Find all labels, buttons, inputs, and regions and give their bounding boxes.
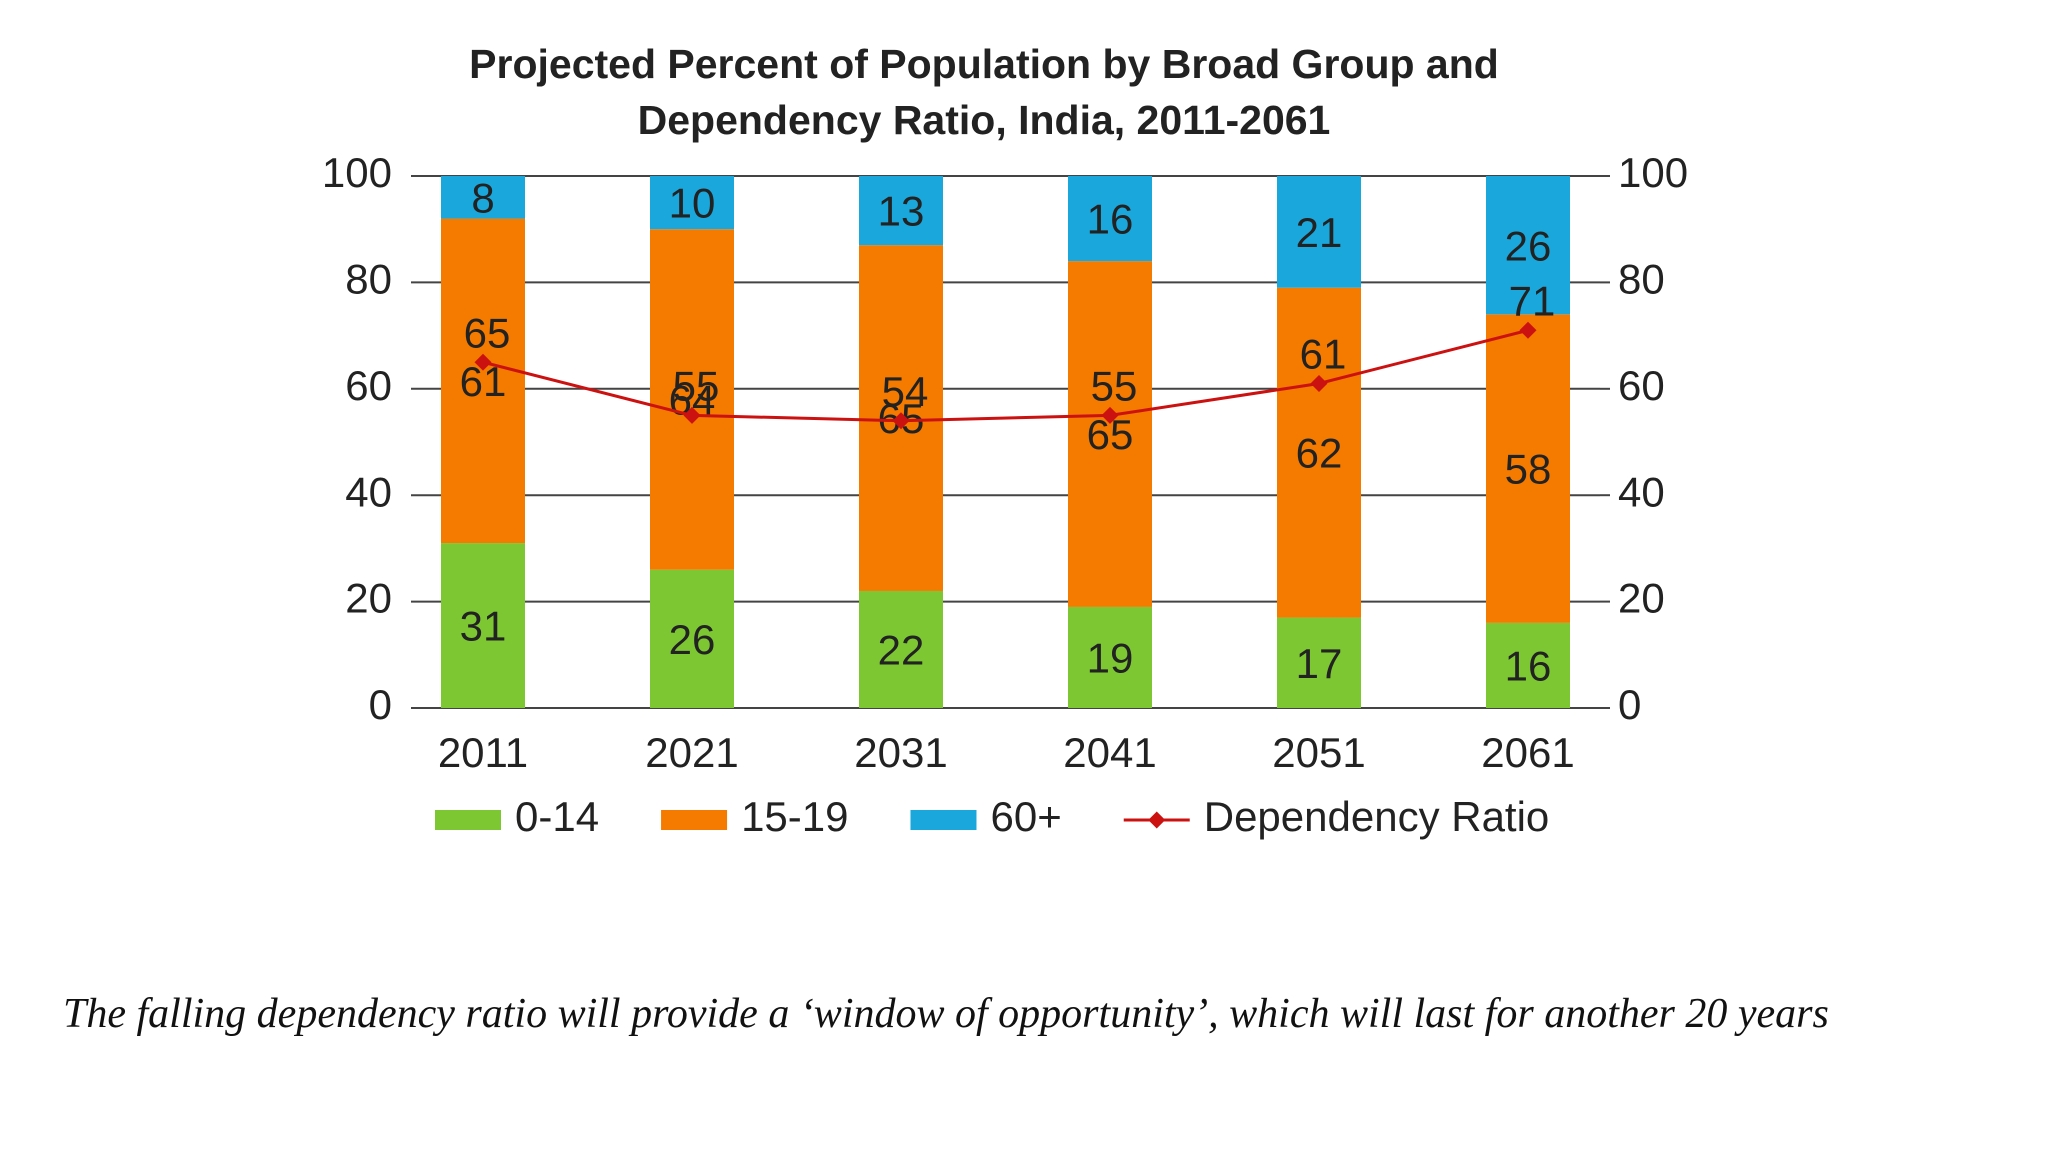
caption: The falling dependency ratio will provid… xyxy=(63,991,1829,1037)
y-tick-label: 100 xyxy=(322,149,392,196)
y2-tick-label: 60 xyxy=(1618,362,1665,409)
bar-segment xyxy=(1068,606,1152,708)
value-label: 16 xyxy=(1505,643,1552,690)
bar-segment xyxy=(1277,287,1361,618)
value-label: 16 xyxy=(1087,196,1134,243)
legend-label: Dependency Ratio xyxy=(1204,793,1550,840)
line-value-label: 71 xyxy=(1509,277,1556,324)
line-marker xyxy=(892,412,910,430)
value-label: 17 xyxy=(1296,640,1343,687)
bar-segment xyxy=(1486,176,1570,315)
bar-segment xyxy=(650,229,734,570)
legend-swatch xyxy=(661,810,728,830)
y-tick-label: 80 xyxy=(345,255,392,302)
line-value-label: 54 xyxy=(882,368,929,415)
y2-tick-label: 80 xyxy=(1618,255,1665,302)
y2-tick-label: 100 xyxy=(1618,149,1688,196)
value-label: 19 xyxy=(1087,635,1134,682)
line-value-label: 61 xyxy=(1300,331,1347,378)
bar-segment xyxy=(859,590,943,708)
line-marker xyxy=(683,406,701,424)
value-label: 8 xyxy=(471,174,494,221)
bar-segment xyxy=(441,176,525,219)
y-tick-label: 40 xyxy=(345,468,392,515)
value-label: 26 xyxy=(669,616,716,663)
legend-label: 60+ xyxy=(990,793,1061,840)
line xyxy=(482,328,1529,423)
legend-swatch xyxy=(435,810,501,830)
y-tick-label: 20 xyxy=(345,575,392,622)
legend-swatch xyxy=(1148,811,1166,829)
value-label: 13 xyxy=(878,188,925,235)
value-label: 10 xyxy=(669,180,716,227)
x-tick-label: 2021 xyxy=(645,729,738,776)
legend-label: 0-14 xyxy=(515,793,599,840)
x-tick-label: 2011 xyxy=(438,729,528,776)
value-label: 26 xyxy=(1505,222,1552,269)
y-tick-label: 60 xyxy=(345,362,392,409)
bar-segment xyxy=(1277,617,1361,708)
value-label: 22 xyxy=(878,627,925,674)
bar-segment xyxy=(650,176,734,230)
bar-segment xyxy=(441,543,525,708)
line-value-label: 65 xyxy=(464,309,511,356)
legend-swatch xyxy=(910,810,977,830)
line-value-label: 55 xyxy=(1091,362,1138,409)
line-value-label: 55 xyxy=(673,362,720,409)
bar-segment xyxy=(1486,622,1570,708)
bar-segment xyxy=(650,569,734,708)
value-label: 58 xyxy=(1505,446,1552,493)
x-tick-label: 2031 xyxy=(854,729,947,776)
legend-label: 15-19 xyxy=(741,793,848,840)
x-tick-label: 2061 xyxy=(1481,729,1574,776)
y2-tick-label: 20 xyxy=(1618,575,1665,622)
chart: 0 20 40 60 80 100 0 20 40 60 80 100 2011 2021 2031 2041… xyxy=(322,149,1688,840)
value-label: 31 xyxy=(460,603,507,650)
y2-tick-label: 40 xyxy=(1618,468,1665,515)
bar-segment xyxy=(441,218,525,544)
value-label: 62 xyxy=(1296,430,1343,477)
bar-segment xyxy=(859,176,943,246)
line-marker xyxy=(474,353,492,371)
bar-segment xyxy=(1486,314,1570,623)
bar-segment xyxy=(1068,176,1152,262)
x-tick-label: 2051 xyxy=(1272,729,1365,776)
bar-segment xyxy=(1068,261,1152,607)
bar-segment xyxy=(1277,176,1361,288)
y-tick-label: 0 xyxy=(369,681,392,728)
value-label: 21 xyxy=(1296,209,1343,256)
chart-title: Projected Percent of Population by Broad… xyxy=(469,41,1499,143)
y2-tick-label: 0 xyxy=(1618,681,1641,728)
x-tick-label: 2041 xyxy=(1063,729,1156,776)
